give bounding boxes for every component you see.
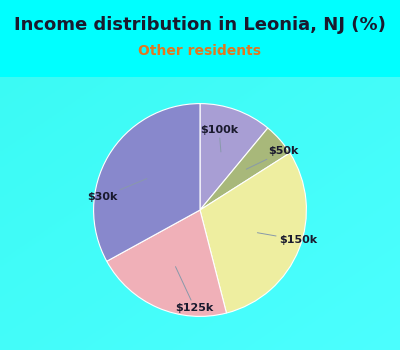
Text: $30k: $30k (87, 178, 147, 202)
Wedge shape (107, 210, 226, 316)
Text: $100k: $100k (200, 125, 238, 152)
Text: $125k: $125k (176, 267, 214, 313)
Text: $150k: $150k (257, 233, 317, 245)
Wedge shape (200, 128, 290, 210)
Text: Other residents: Other residents (138, 44, 262, 58)
Text: Income distribution in Leonia, NJ (%): Income distribution in Leonia, NJ (%) (14, 16, 386, 34)
Text: $50k: $50k (246, 147, 298, 169)
Wedge shape (200, 153, 306, 313)
Wedge shape (94, 104, 200, 261)
Wedge shape (200, 104, 268, 210)
